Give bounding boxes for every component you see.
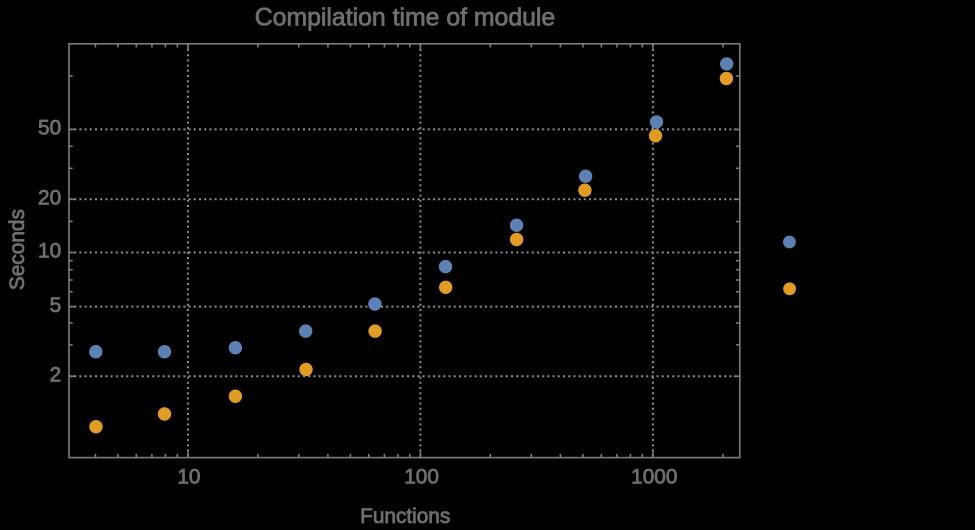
svg-text:5: 5 — [50, 294, 62, 317]
svg-text:1000: 1000 — [631, 465, 677, 488]
svg-text:Compilation time of module: Compilation time of module — [255, 4, 555, 31]
svg-text:2: 2 — [50, 363, 62, 386]
svg-text:Seconds: Seconds — [6, 209, 29, 290]
svg-text:100: 100 — [404, 465, 439, 488]
svg-text:20: 20 — [38, 187, 61, 210]
svg-text:10: 10 — [177, 465, 200, 488]
svg-text:Functions: Functions — [360, 505, 450, 525]
svg-text:50: 50 — [38, 117, 61, 140]
svg-text:10: 10 — [38, 240, 61, 263]
